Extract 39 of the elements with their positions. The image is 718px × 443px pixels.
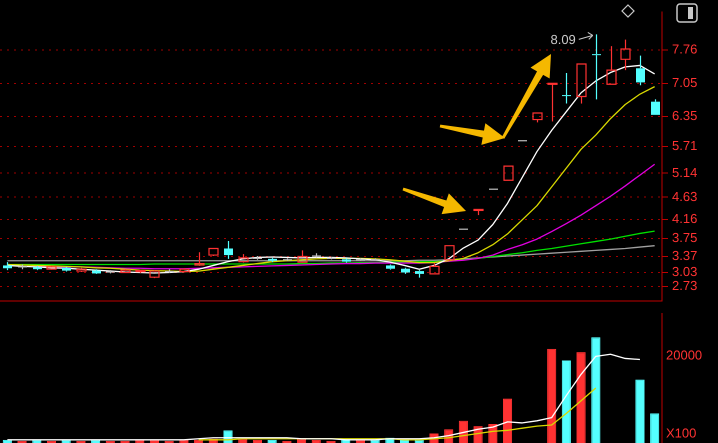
- y-tick-label: 7.05: [672, 74, 698, 90]
- bar: [252, 440, 262, 443]
- candlestick: [620, 38, 631, 71]
- bar: [576, 352, 586, 443]
- bar: [135, 440, 144, 443]
- bar: [356, 440, 365, 443]
- bar: [32, 440, 42, 443]
- y-tick-label: 4.63: [672, 188, 698, 204]
- y-tick-label: 3.03: [672, 264, 698, 280]
- candlestick: [194, 252, 205, 267]
- y-tick-label: 3.37: [672, 248, 698, 264]
- bar: [414, 440, 424, 443]
- candlestick: [547, 82, 558, 122]
- text: X100: [666, 425, 696, 440]
- bar: [370, 440, 380, 443]
- bar: [312, 440, 321, 443]
- bar: [591, 337, 600, 443]
- bar: [2, 440, 12, 443]
- bar: [562, 360, 571, 443]
- bar: [635, 380, 644, 443]
- y-tick-label: 2.73: [672, 278, 698, 294]
- bar: [179, 440, 188, 443]
- annotation: 8.09: [550, 32, 576, 47]
- y-tick-label: 3.75: [672, 230, 698, 246]
- y-tick-label: 7.76: [672, 41, 698, 56]
- bar: [62, 440, 71, 443]
- bar: [268, 440, 277, 443]
- candlestick: [606, 46, 617, 85]
- text: 20000: [666, 347, 702, 362]
- y-tick-label: 5.14: [672, 164, 698, 180]
- bar: [194, 440, 204, 443]
- bar: [150, 440, 160, 443]
- y-tick-label: 4.16: [672, 210, 698, 226]
- y-tick-label: 5.71: [672, 138, 698, 153]
- bar: [650, 413, 660, 443]
- bar: [502, 398, 512, 443]
- bar: [547, 348, 556, 443]
- y-tick-label: 6.35: [672, 108, 698, 123]
- bar: [91, 440, 100, 443]
